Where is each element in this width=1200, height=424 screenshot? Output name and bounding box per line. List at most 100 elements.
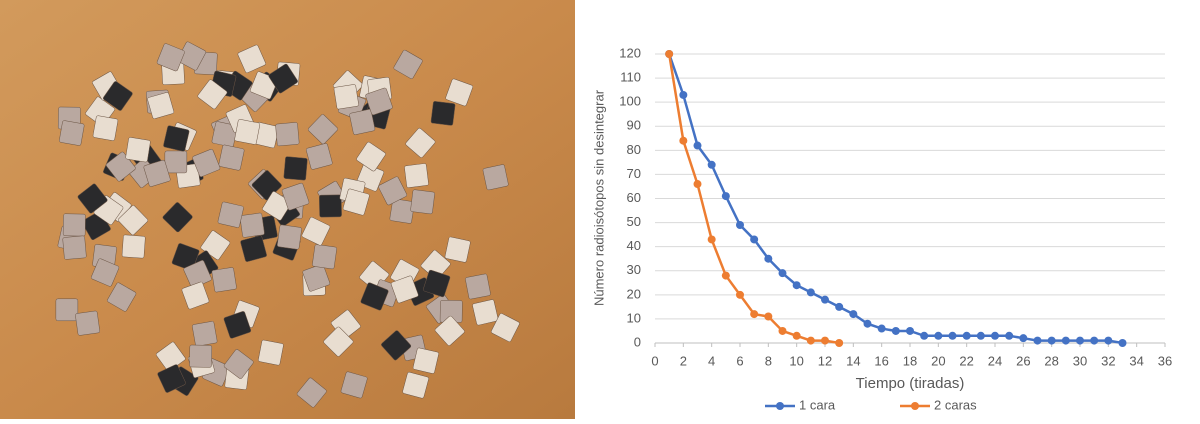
- cube: [218, 202, 244, 228]
- x-tick-label: 12: [818, 353, 832, 368]
- cube: [312, 244, 337, 269]
- cube: [125, 137, 150, 162]
- y-tick-label: 10: [627, 310, 641, 325]
- x-tick-label: 28: [1044, 353, 1058, 368]
- data-point: [1090, 337, 1098, 345]
- x-tick-label: 16: [874, 353, 888, 368]
- data-point: [835, 339, 843, 347]
- data-point: [679, 91, 687, 99]
- cube: [59, 120, 84, 145]
- x-axis-title: Tiempo (tiradas): [856, 375, 965, 392]
- photo: [0, 0, 575, 419]
- x-tick-label: 22: [959, 353, 973, 368]
- x-tick-label: 6: [736, 353, 743, 368]
- cube: [465, 274, 491, 300]
- x-tick-label: 36: [1158, 353, 1172, 368]
- x-tick-label: 34: [1129, 353, 1143, 368]
- cube: [234, 119, 260, 145]
- cube: [75, 311, 100, 336]
- data-point: [1119, 339, 1127, 347]
- cube: [284, 156, 308, 180]
- x-tick-label: 8: [765, 353, 772, 368]
- data-point: [934, 332, 942, 340]
- x-tick-label: 18: [903, 353, 917, 368]
- legend-marker: [911, 402, 919, 410]
- legend-label: 1 cara: [799, 397, 836, 412]
- data-point: [764, 313, 772, 321]
- cube: [445, 237, 471, 263]
- cube: [413, 348, 439, 374]
- legend-label: 2 caras: [934, 397, 977, 412]
- cube: [165, 151, 187, 173]
- cube: [275, 122, 299, 146]
- y-tick-label: 0: [634, 334, 641, 349]
- y-tick-label: 110: [620, 70, 641, 85]
- data-point: [906, 327, 914, 335]
- cube: [212, 267, 237, 292]
- data-point: [679, 137, 687, 145]
- cube: [431, 101, 456, 126]
- data-point: [708, 235, 716, 243]
- x-tick-label: 30: [1073, 353, 1087, 368]
- y-tick-label: 100: [619, 94, 641, 109]
- data-point: [1104, 337, 1112, 345]
- x-tick-label: 26: [1016, 353, 1030, 368]
- cube: [404, 163, 429, 188]
- x-tick-label: 14: [846, 353, 860, 368]
- data-point: [807, 337, 815, 345]
- x-tick-label: 4: [708, 353, 715, 368]
- data-point: [779, 269, 787, 277]
- cube: [472, 299, 498, 325]
- data-point: [750, 235, 758, 243]
- data-point: [821, 296, 829, 304]
- cube: [56, 299, 78, 321]
- cube: [122, 235, 145, 258]
- data-point: [694, 142, 702, 150]
- data-point: [708, 161, 716, 169]
- data-point: [807, 288, 815, 296]
- data-point: [722, 192, 730, 200]
- legend-marker: [776, 402, 784, 410]
- cube: [240, 213, 265, 238]
- x-tick-label: 2: [680, 353, 687, 368]
- x-tick-label: 32: [1101, 353, 1115, 368]
- data-point: [963, 332, 971, 340]
- cube: [63, 236, 87, 260]
- data-point: [750, 310, 758, 318]
- cube: [319, 195, 341, 217]
- y-tick-label: 40: [627, 238, 641, 253]
- data-point: [920, 332, 928, 340]
- data-point: [793, 332, 801, 340]
- data-point: [1048, 337, 1056, 345]
- page: Número radioisótopos sin desintegrar Tie…: [0, 0, 1200, 424]
- data-point: [849, 310, 857, 318]
- cube: [192, 321, 217, 346]
- data-point: [779, 327, 787, 335]
- cube: [410, 190, 435, 215]
- y-tick-label: 30: [627, 262, 641, 277]
- cube: [483, 164, 509, 190]
- x-tick-label: 20: [931, 353, 945, 368]
- y-axis-title: Número radioisótopos sin desintegrar: [591, 89, 606, 306]
- data-point: [1005, 332, 1013, 340]
- figure: Número radioisótopos sin desintegrar Tie…: [0, 0, 1200, 419]
- cube: [93, 115, 118, 140]
- data-point: [977, 332, 985, 340]
- y-tick-label: 90: [627, 118, 641, 133]
- y-tick-label: 80: [627, 142, 641, 157]
- y-tick-label: 50: [627, 214, 641, 229]
- cube: [277, 225, 302, 250]
- x-tick-label: 10: [789, 353, 803, 368]
- data-point: [949, 332, 957, 340]
- cube: [218, 145, 244, 171]
- data-point: [1034, 337, 1042, 345]
- cube: [63, 214, 85, 236]
- data-point: [878, 325, 886, 333]
- data-point: [793, 281, 801, 289]
- y-tick-label: 70: [627, 166, 641, 181]
- data-point: [835, 303, 843, 311]
- data-point: [694, 180, 702, 188]
- data-point: [722, 272, 730, 280]
- data-point: [1076, 337, 1084, 345]
- cube: [258, 340, 284, 366]
